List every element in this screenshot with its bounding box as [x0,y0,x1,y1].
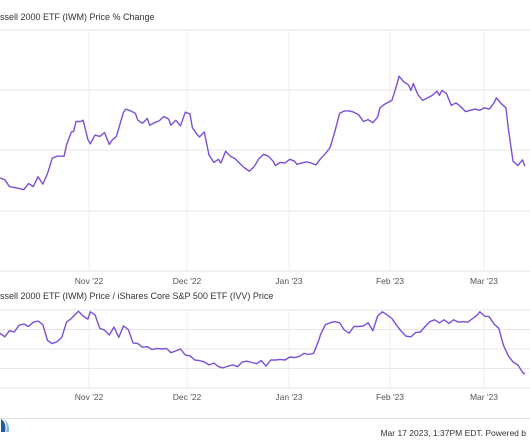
top-x-tick-label: Jan '23 [275,276,302,286]
footer-timestamp: Mar 17 2023, 1:37PM EDT. Powered b [380,428,526,438]
top-x-tick-label: Dec '22 [173,276,202,286]
top-chart-title: ssell 2000 ETF (IWM) Price % Change [0,12,155,22]
top-x-tick-label: Mar '23 [470,276,498,286]
top-x-tick-label: Feb '23 [376,276,404,286]
bottom-x-tick-label: Dec '22 [173,392,202,402]
footer-bar: Mar 17 2023, 1:37PM EDT. Powered b [0,418,530,443]
brand-logo-icon [1,419,10,432]
top-series-line [0,75,526,191]
bottom-x-tick-label: Jan '23 [275,392,302,402]
top-x-tick-label: Nov '22 [75,276,104,286]
bottom-series-line [0,310,526,375]
bottom-x-tick-label: Mar '23 [470,392,498,402]
bottom-x-tick-label: Nov '22 [75,392,104,402]
bottom-x-tick-label: Feb '23 [376,392,404,402]
chart-canvas: Nov '22 Dec '22 Jan '23 Feb '23 Mar '23 Nov '… [0,29,530,402]
bottom-chart-title: ssell 2000 ETF (IWM) Price / iShares Cor… [0,291,274,301]
